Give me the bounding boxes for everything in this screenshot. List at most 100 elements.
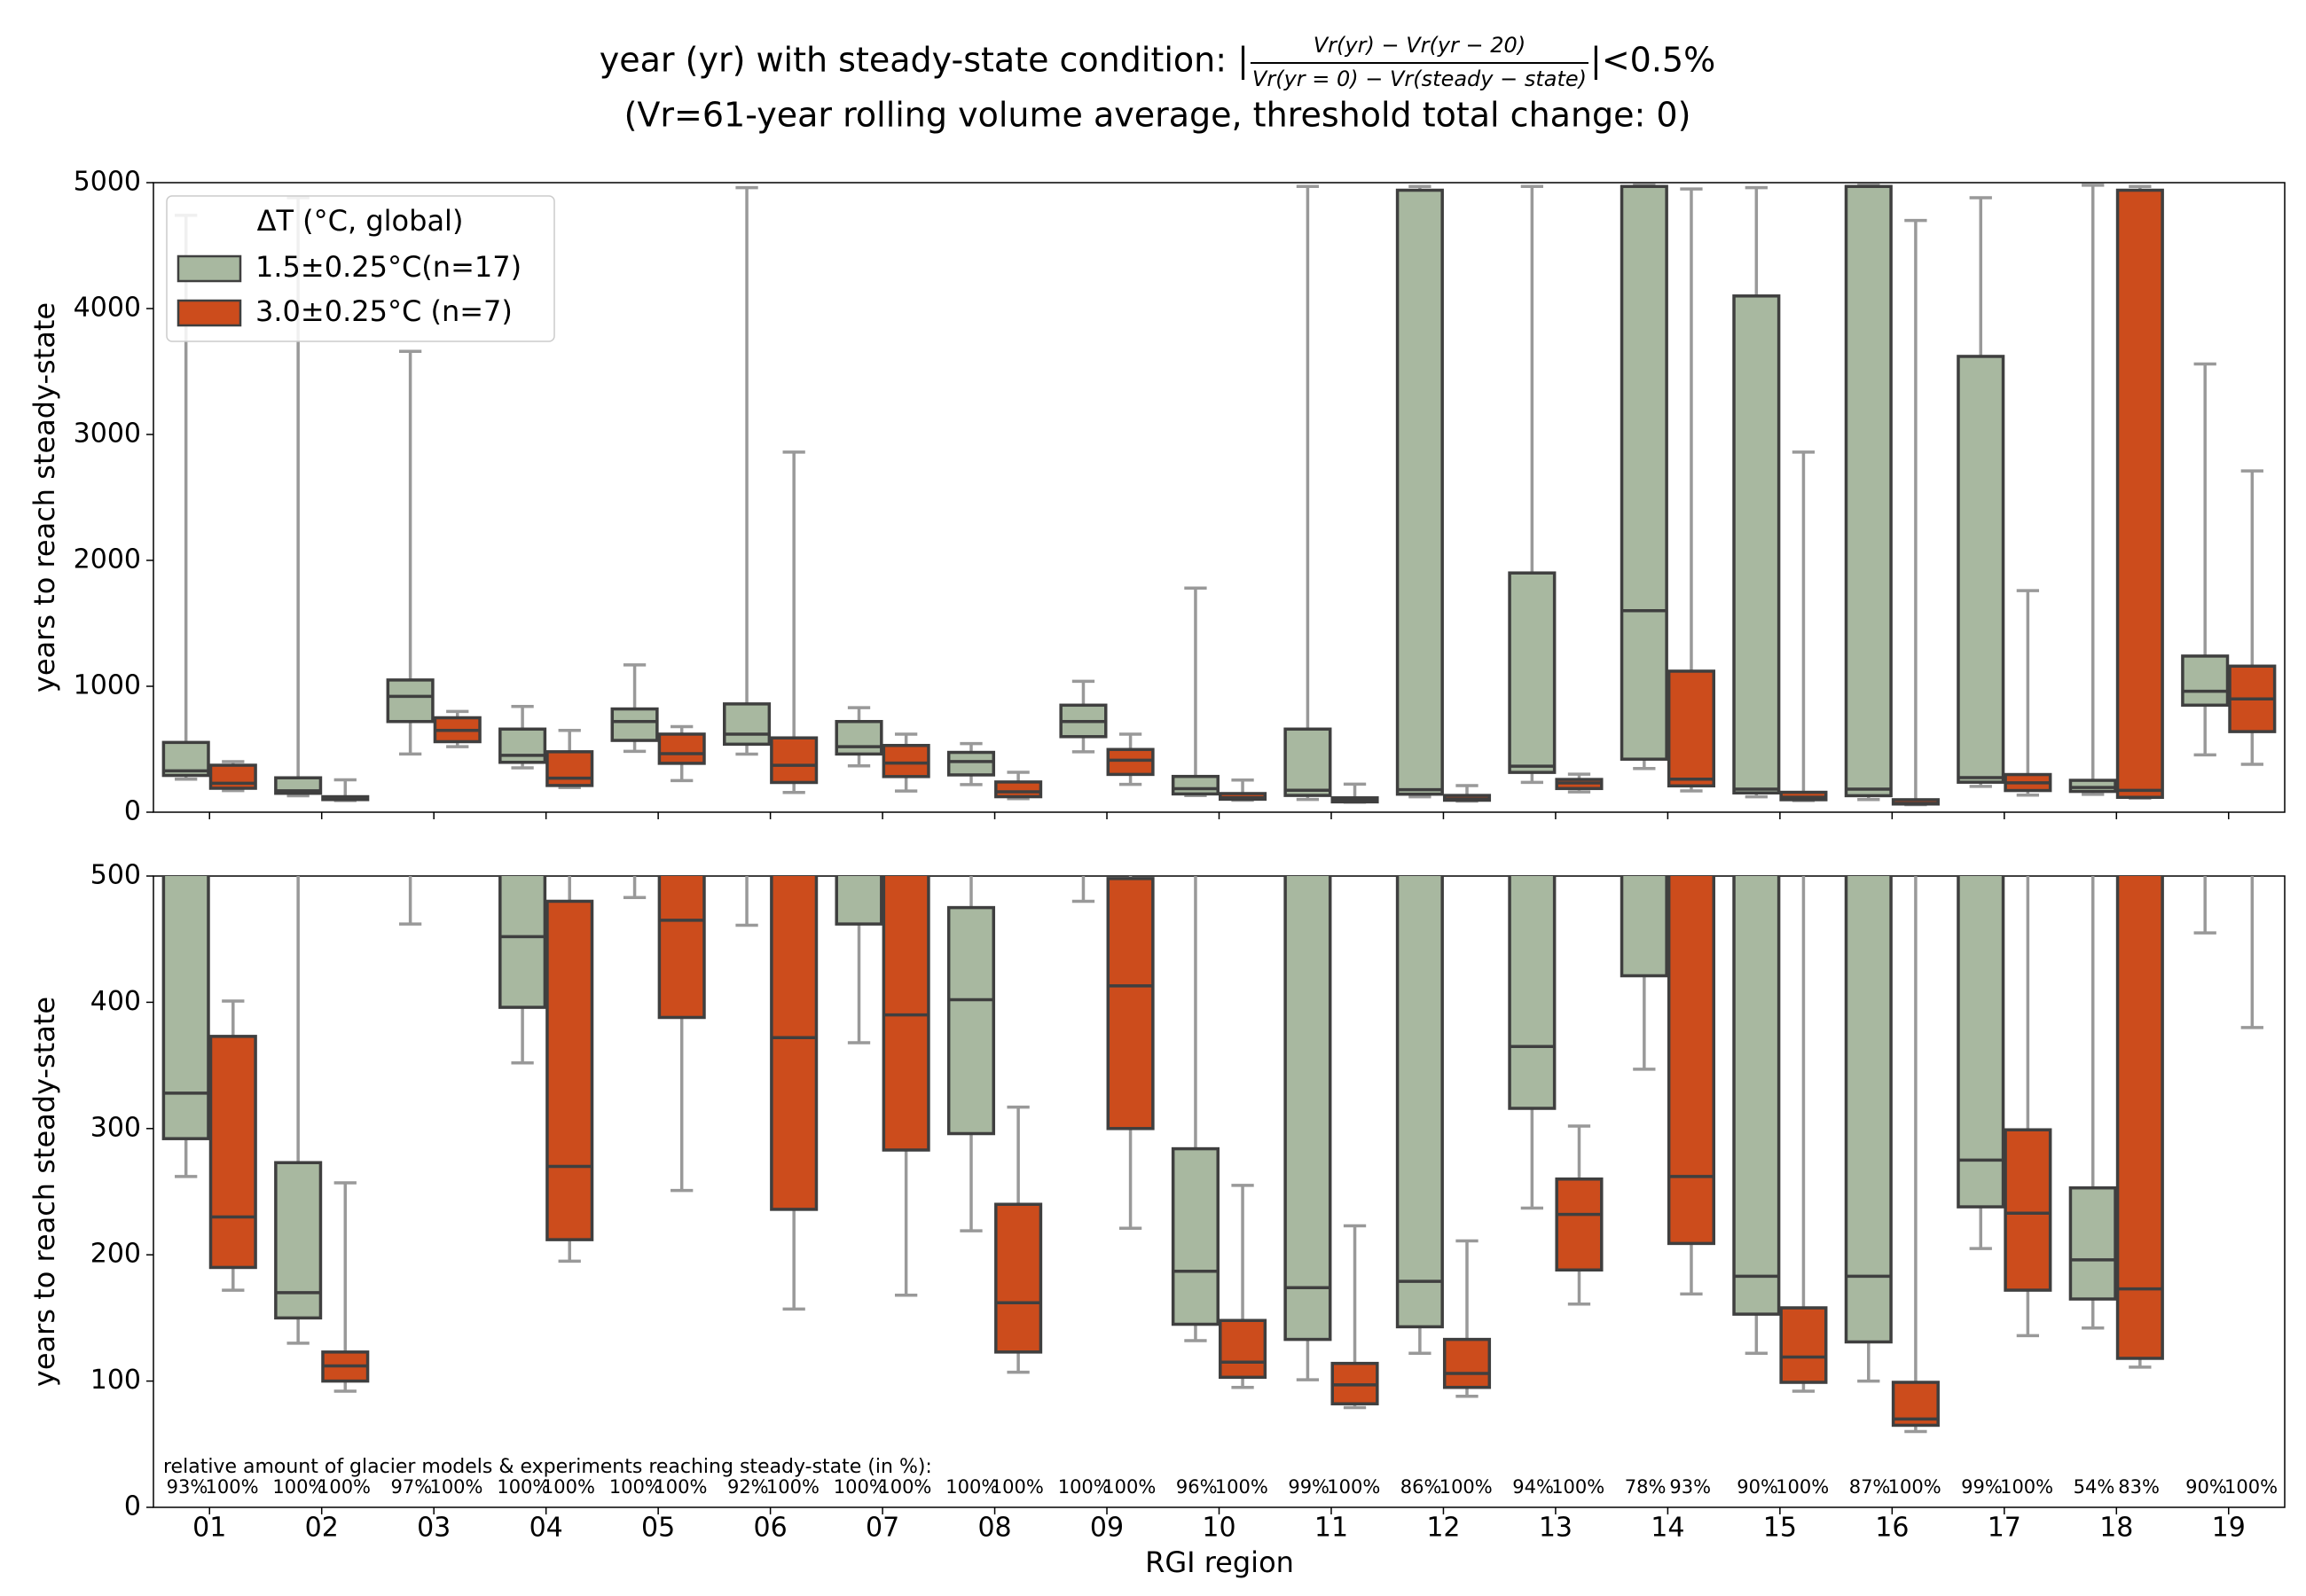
x-tick-label: 17 <box>1988 1513 2021 1544</box>
y-tick-label: 2000 <box>74 544 141 575</box>
percent-label: 100% <box>609 1476 663 1498</box>
y-tick-label: 4000 <box>74 293 141 324</box>
legend-label: 3.0±0.25°C (n=7) <box>255 294 513 328</box>
percent-label: 100% <box>991 1476 1044 1498</box>
percent-label: 92% <box>727 1476 769 1498</box>
percent-label: 100% <box>2000 1476 2053 1498</box>
subtitle: (Vr=61-year rolling volume average, thre… <box>624 96 1691 135</box>
percent-label: 87% <box>1849 1476 1891 1498</box>
box <box>2004 1128 2052 1292</box>
percent-label: 100% <box>318 1476 371 1498</box>
box <box>1442 1337 1492 1389</box>
box <box>1395 188 1444 796</box>
x-tick-label: 15 <box>1763 1513 1797 1544</box>
box <box>1957 355 2005 784</box>
percent-label: 100% <box>654 1476 707 1498</box>
x-tick-label: 02 <box>305 1513 339 1544</box>
y-axis-label: years to reach steady-state <box>27 997 61 1387</box>
title-denominator: Vr(yr = 0) − Vr(steady − state) <box>1252 66 1587 91</box>
percent-label: 100% <box>2224 1476 2278 1498</box>
annotation: relative amount of glacier models & expe… <box>163 1456 932 1478</box>
percent-label: 100% <box>1058 1476 1111 1498</box>
box <box>1106 747 1155 777</box>
percent-label: 90% <box>2185 1476 2227 1498</box>
y-tick-label: 0 <box>124 1491 141 1522</box>
box <box>1779 1306 1828 1384</box>
box <box>1508 876 1557 1110</box>
x-tick-label: 13 <box>1539 1513 1573 1544</box>
x-tick-label: 14 <box>1651 1513 1684 1544</box>
box <box>946 905 996 1136</box>
x-tick-label: 16 <box>1875 1513 1909 1544</box>
box <box>2115 876 2164 1360</box>
box <box>946 750 996 777</box>
box <box>882 876 930 1152</box>
box <box>1555 1177 1604 1272</box>
box <box>994 1202 1043 1354</box>
title-numerator: Vr(yr) − Vr(yr − 20) <box>1314 33 1526 58</box>
box <box>770 736 819 785</box>
box <box>208 763 257 790</box>
y-tick-label: 200 <box>90 1239 141 1270</box>
percent-label: 54% <box>2074 1476 2115 1498</box>
box <box>498 727 547 764</box>
percent-label: 96% <box>1176 1476 1218 1498</box>
percent-label: 100% <box>1776 1476 1829 1498</box>
title-prefix: year (yr) with steady-state condition: | <box>600 41 1249 81</box>
legend-box <box>166 195 555 342</box>
box <box>835 720 883 756</box>
percent-label: 100% <box>1888 1476 1941 1498</box>
boxes <box>161 876 2263 1434</box>
x-tick-label: 09 <box>1090 1513 1124 1544</box>
y-tick-label: 400 <box>90 986 141 1017</box>
percent-label: 100% <box>497 1476 550 1498</box>
x-tick-label: 04 <box>529 1513 563 1544</box>
box <box>723 702 772 747</box>
box <box>208 1035 257 1270</box>
box <box>1732 876 1781 1316</box>
box <box>1844 184 1893 798</box>
box <box>1219 1318 1267 1380</box>
percent-label: 97% <box>391 1476 433 1498</box>
box <box>161 876 210 1140</box>
box <box>1395 876 1444 1329</box>
percent-label: 100% <box>1439 1476 1493 1498</box>
x-tick-label: 11 <box>1314 1513 1348 1544</box>
box <box>1957 876 2005 1209</box>
x-tick-label: 19 <box>2212 1513 2246 1544</box>
legend-swatch <box>176 254 242 283</box>
box <box>1620 876 1668 978</box>
percent-label: 100% <box>272 1476 326 1498</box>
box <box>882 743 930 778</box>
percent-label: 100% <box>542 1476 595 1498</box>
y-tick-label: 1000 <box>74 670 141 701</box>
percent-label: 100% <box>878 1476 931 1498</box>
x-tick-label: 10 <box>1202 1513 1235 1544</box>
percent-label: 100% <box>429 1476 482 1498</box>
x-tick-label: 12 <box>1426 1513 1460 1544</box>
box <box>1732 294 1781 795</box>
x-tick-label: 05 <box>641 1513 675 1544</box>
percent-label: 93% <box>1669 1476 1711 1498</box>
y-tick-label: 0 <box>124 796 141 827</box>
legend-swatch <box>176 299 242 327</box>
box <box>274 1161 323 1320</box>
percent-label: 100% <box>945 1476 999 1498</box>
box <box>2068 778 2117 794</box>
x-tick-label: 07 <box>866 1513 899 1544</box>
percent-label: 93% <box>167 1476 208 1498</box>
percent-label: 83% <box>2118 1476 2160 1498</box>
percent-label: 100% <box>1215 1476 1268 1498</box>
x-axis-label: RGI region <box>1145 1545 1294 1579</box>
box <box>545 899 594 1241</box>
y-tick-label: 5000 <box>74 167 141 198</box>
percent-label: 100% <box>766 1476 820 1498</box>
box <box>657 732 706 765</box>
box <box>994 780 1043 799</box>
x-tick-label: 08 <box>977 1513 1011 1544</box>
y-tick-label: 300 <box>90 1112 141 1143</box>
percent-label: 94% <box>1512 1476 1554 1498</box>
y-tick-label: 500 <box>90 860 141 891</box>
box <box>498 876 547 1009</box>
